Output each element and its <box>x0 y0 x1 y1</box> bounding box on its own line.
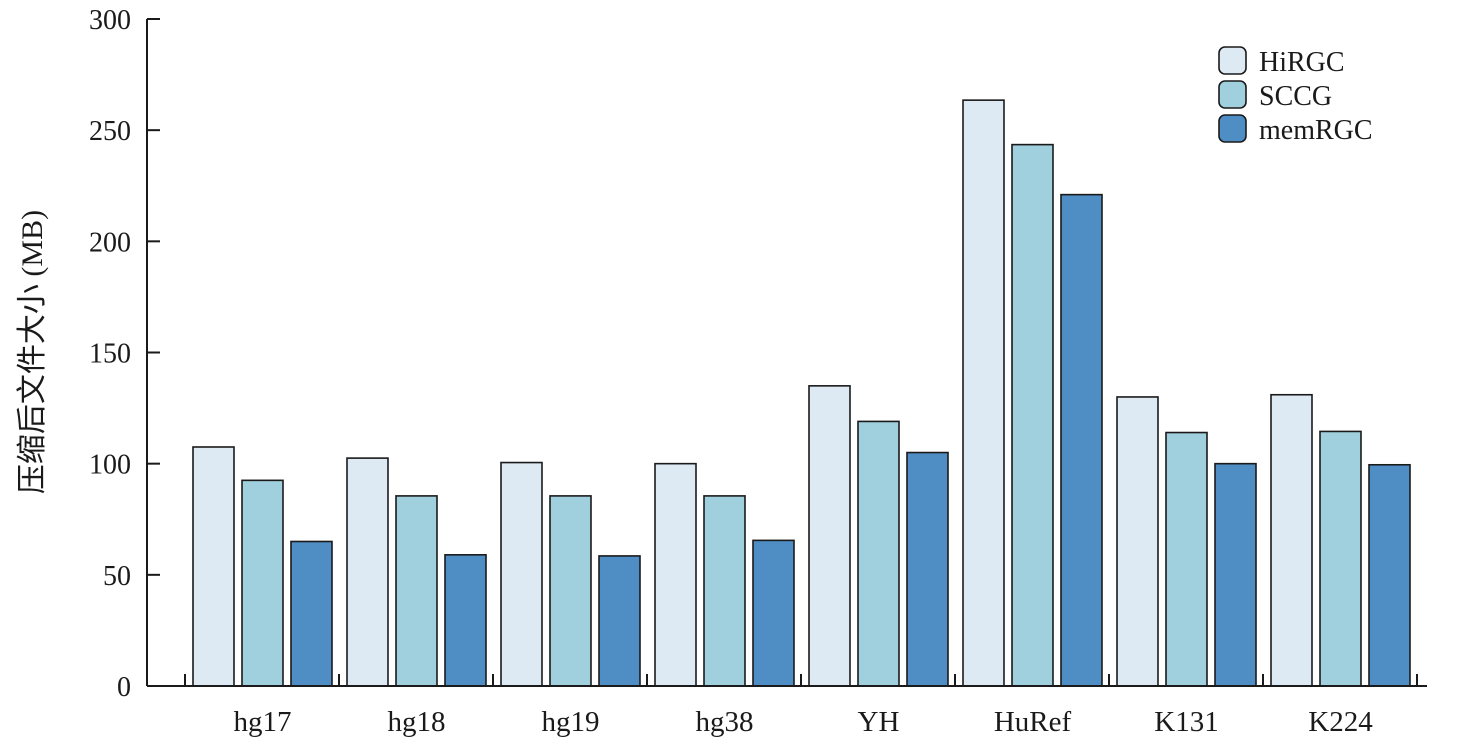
bar-sccg-hg18 <box>395 495 438 687</box>
bar-hirgc-hg17 <box>192 446 235 687</box>
legend-label-sccg: SCCG <box>1259 81 1332 112</box>
y-tick-label: 200 <box>89 227 131 258</box>
x-tick-label: hg18 <box>388 706 446 738</box>
legend-label-memrgc: memRGC <box>1259 115 1373 146</box>
bar-sccg-hg19 <box>549 495 592 687</box>
y-tick-label: 300 <box>89 5 131 36</box>
legend-swatch-memrgc <box>1218 114 1247 143</box>
bar-hirgc-hg18 <box>346 457 389 687</box>
y-tick-label: 100 <box>89 450 131 481</box>
bars-layer <box>192 99 1411 687</box>
x-tick-label: hg38 <box>696 706 754 738</box>
x-ticks: hg17 hg18 hg19 hg38 YH HuRef K131 K224 <box>184 674 1418 738</box>
x-tick-label: K131 <box>1154 706 1218 738</box>
y-tick-label: 150 <box>89 339 131 370</box>
bar-sccg-k224 <box>1319 430 1362 687</box>
bar-hirgc-hg38 <box>654 462 697 687</box>
bar-hirgc-huref <box>962 99 1005 687</box>
bar-sccg-huref <box>1011 143 1054 687</box>
bar-memrgc-k224 <box>1368 463 1411 687</box>
x-tick-label: HuRef <box>994 706 1072 738</box>
y-axis-label: 压缩后文件大小 (MB) <box>16 210 49 494</box>
y-tick-label: 0 <box>117 672 131 703</box>
x-tick-label: K224 <box>1308 706 1373 738</box>
bar-sccg-hg17 <box>241 479 284 687</box>
legend-swatch-hirgc <box>1218 46 1247 75</box>
x-tick-label: YH <box>858 706 900 738</box>
bar-memrgc-hg17 <box>290 540 333 687</box>
x-tick-label: hg17 <box>234 706 292 738</box>
bar-memrgc-yh <box>906 451 949 687</box>
legend-label-hirgc: HiRGC <box>1259 47 1345 78</box>
y-tick-label: 250 <box>89 116 131 147</box>
bar-sccg-yh <box>857 420 900 687</box>
bar-memrgc-hg38 <box>752 539 795 687</box>
bar-memrgc-huref <box>1060 193 1103 687</box>
bar-hirgc-k131 <box>1116 396 1159 687</box>
bar-sccg-k131 <box>1165 431 1208 687</box>
y-ticks: 0 50 100 150 200 250 300 <box>89 5 160 703</box>
bar-hirgc-hg19 <box>500 461 543 687</box>
bar-memrgc-hg19 <box>598 555 641 687</box>
legend-swatch-sccg <box>1218 80 1247 109</box>
bar-sccg-hg38 <box>703 495 746 687</box>
bar-memrgc-hg18 <box>444 554 487 687</box>
y-tick-label: 50 <box>103 561 131 592</box>
x-tick-label: hg19 <box>542 706 600 738</box>
bar-hirgc-k224 <box>1270 393 1313 687</box>
bar-memrgc-k131 <box>1214 462 1257 687</box>
bar-hirgc-yh <box>808 385 851 687</box>
